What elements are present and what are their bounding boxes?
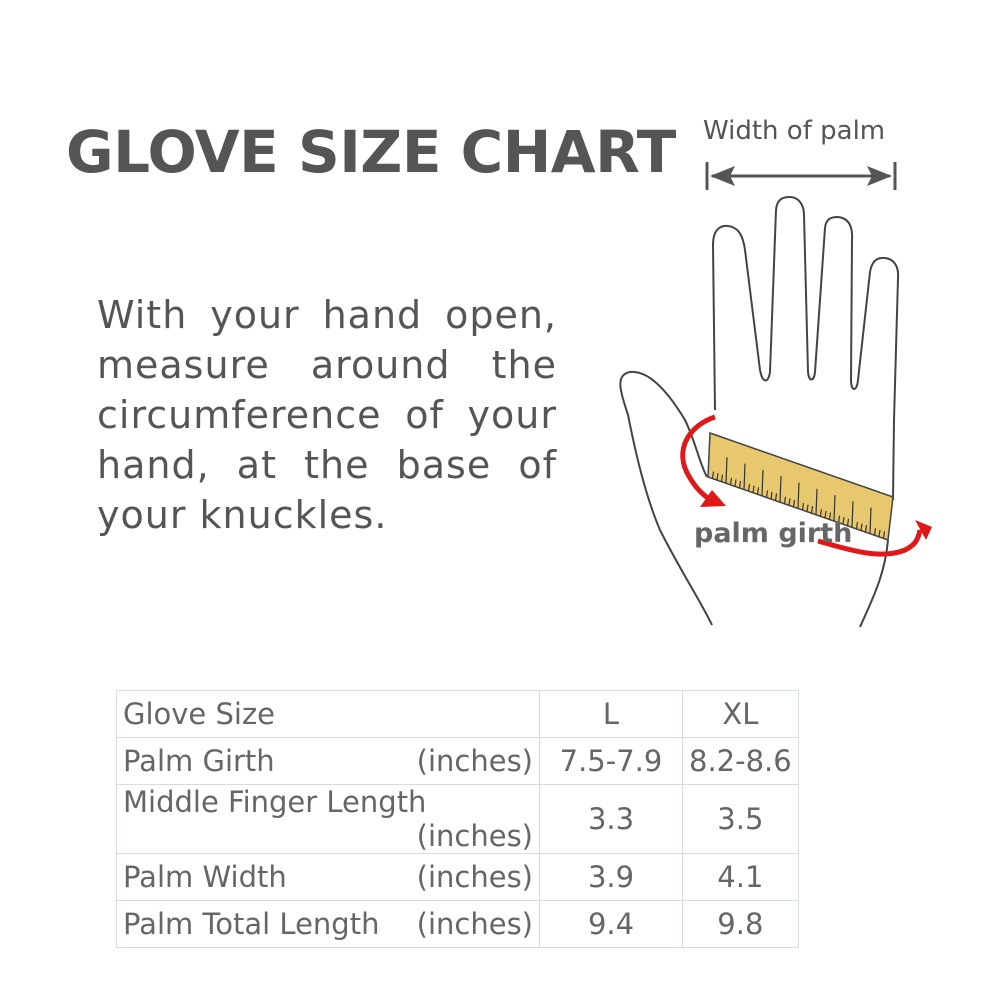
row-unit: (inches) bbox=[416, 860, 533, 894]
cell-value: 3.5 bbox=[682, 784, 799, 854]
tape-tick bbox=[774, 493, 778, 501]
instruction-line: circumference of your bbox=[97, 393, 557, 437]
tape-tick bbox=[878, 529, 881, 537]
tape-tick bbox=[779, 476, 782, 503]
tape-tick bbox=[716, 473, 719, 481]
measuring-instructions: With your hand open, measure around the … bbox=[97, 290, 557, 540]
tape-tick bbox=[765, 490, 769, 498]
tape-tick bbox=[752, 485, 755, 493]
tape-tick bbox=[783, 496, 787, 504]
width-of-palm-label: Width of palm bbox=[703, 116, 886, 146]
cell-value: 3.9 bbox=[539, 853, 683, 901]
size-table: Glove Size L XL Palm Girth (inches) 7.5-7… bbox=[116, 690, 799, 948]
size-header: XL bbox=[682, 690, 799, 738]
tape-tick bbox=[788, 498, 791, 506]
tape-tick bbox=[792, 499, 796, 508]
table-header-row: Glove Size L XL bbox=[116, 690, 799, 738]
tape-tick bbox=[756, 487, 760, 495]
row-label: Middle Finger Length bbox=[123, 785, 427, 819]
tape-tick bbox=[860, 523, 863, 531]
tape-tick bbox=[869, 507, 872, 534]
instruction-line: With your hand open, bbox=[97, 293, 557, 337]
tape-tick bbox=[725, 457, 728, 484]
tape-tick bbox=[851, 501, 854, 528]
measuring-tape bbox=[707, 431, 894, 542]
tape-tick bbox=[819, 509, 823, 517]
girth-arrow-icon bbox=[680, 414, 932, 557]
tape-tick bbox=[738, 480, 742, 489]
tape-tick bbox=[729, 477, 733, 485]
tape-tick bbox=[810, 506, 814, 514]
tape-tick bbox=[833, 495, 836, 522]
tape-tick bbox=[720, 474, 724, 482]
tape-tick bbox=[797, 482, 800, 509]
width-arrow-icon bbox=[705, 162, 897, 190]
instruction-line: hand, at the base of bbox=[97, 443, 557, 487]
cell-value: 4.1 bbox=[682, 853, 799, 901]
tape-tick bbox=[837, 515, 841, 523]
instruction-line: your knuckles. bbox=[97, 493, 388, 537]
cell-value: 8.2-8.6 bbox=[682, 737, 799, 785]
table-row: Palm Girth (inches) 7.5-7.9 8.2-8.6 bbox=[116, 737, 799, 785]
header-label: Glove Size bbox=[116, 690, 540, 738]
tape-tick bbox=[882, 531, 886, 539]
tape-tick bbox=[873, 528, 877, 536]
row-label: Palm Girth bbox=[123, 744, 275, 778]
tape-tick bbox=[761, 469, 764, 496]
tape-tick bbox=[770, 491, 773, 500]
cell-value: 9.4 bbox=[539, 900, 683, 948]
tape-tick bbox=[846, 518, 850, 526]
size-header: L bbox=[539, 690, 683, 738]
cell-value: 3.3 bbox=[539, 784, 683, 854]
table-row: Palm Total Length (inches) 9.4 9.8 bbox=[116, 900, 799, 948]
row-unit: (inches) bbox=[416, 819, 533, 853]
tape-tick bbox=[824, 510, 827, 519]
page-title: GLOVE SIZE CHART bbox=[66, 118, 676, 186]
row-label: Palm Total Length bbox=[123, 907, 380, 941]
cell-value: 7.5-7.9 bbox=[539, 737, 683, 785]
tape-tick bbox=[734, 479, 737, 487]
palm-girth-label: palm girth bbox=[694, 518, 853, 549]
tape-tick bbox=[842, 517, 845, 525]
tape-tick bbox=[801, 502, 805, 511]
cell-value: 9.8 bbox=[682, 900, 799, 948]
tape-tick bbox=[855, 521, 859, 530]
table-row: Middle Finger Length (inches) 3.3 3.5 bbox=[116, 784, 799, 854]
tape-tick bbox=[743, 463, 746, 490]
tape-tick bbox=[815, 488, 818, 515]
tape-tick bbox=[806, 504, 809, 512]
tape-tick bbox=[864, 525, 868, 533]
row-unit: (inches) bbox=[416, 907, 533, 941]
table-row: Palm Width (inches) 3.9 4.1 bbox=[116, 853, 799, 901]
tape-tick bbox=[711, 471, 715, 479]
tape-tick bbox=[828, 512, 832, 520]
instruction-line: measure around the bbox=[97, 343, 557, 387]
row-label: Palm Width bbox=[123, 860, 287, 894]
tape-ticks bbox=[711, 457, 886, 539]
hand-outline bbox=[619, 195, 900, 628]
tape-tick bbox=[747, 484, 751, 492]
row-unit: (inches) bbox=[416, 744, 533, 778]
